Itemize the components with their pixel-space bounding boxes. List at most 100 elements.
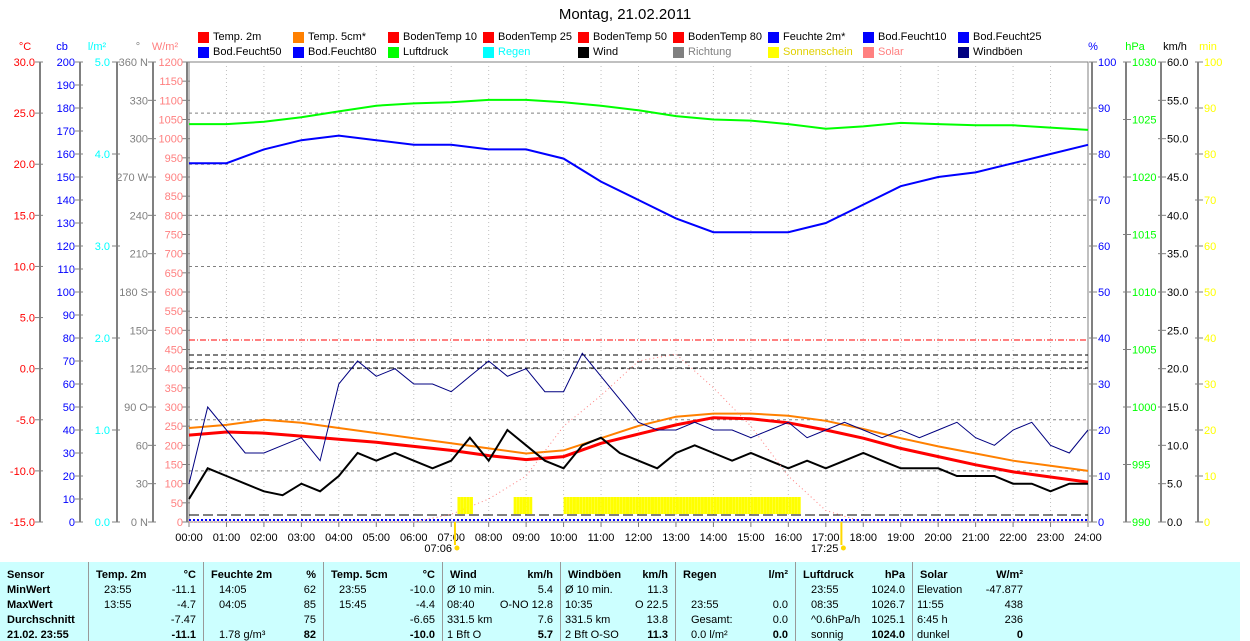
- x-tick-label: 07:00: [437, 532, 465, 544]
- axis-tick-label: 120: [57, 241, 75, 253]
- legend-label: Bod.Feucht50: [213, 46, 282, 58]
- axis-unit-2: l/m²: [88, 41, 107, 53]
- legend-item: Temp. 2m: [198, 31, 261, 43]
- axis-tick-label: 30: [63, 448, 75, 460]
- legend-label: Windböen: [973, 46, 1023, 58]
- x-tick-label: 20:00: [924, 532, 952, 544]
- sunshine-bar: [657, 497, 661, 514]
- axis-tick-label: 130: [57, 218, 75, 230]
- sunshine-bar: [572, 497, 576, 514]
- cell-label: 331.5 km: [447, 614, 493, 626]
- legend-item: Bod.Feucht25: [958, 31, 1042, 43]
- sunshine-bar: [660, 497, 664, 514]
- x-tick-label: 02:00: [250, 532, 278, 544]
- sunshine-bar: [604, 497, 608, 514]
- table-column: Feuchte 2m% 14:05 62 04:05 85 75 1.78 g/m³ 82: [203, 562, 324, 641]
- sunshine-bar: [626, 497, 630, 514]
- x-tick-label: 24:00: [1074, 532, 1102, 544]
- sunshine-bar: [588, 497, 592, 514]
- x-tick-label: 18:00: [849, 532, 877, 544]
- sunshine-bar: [682, 497, 686, 514]
- axis-tick-label: 990: [1132, 517, 1150, 529]
- axis-tick-label: 90: [1204, 103, 1216, 115]
- legend-swatch: [958, 31, 969, 43]
- axis-unit-r0: %: [1088, 41, 1098, 53]
- legend-swatch: [198, 46, 209, 58]
- legend-label: BodenTemp 50: [593, 31, 667, 43]
- x-tick-label: 22:00: [999, 532, 1027, 544]
- sunshine-bar: [710, 497, 714, 514]
- sunshine-bar: [663, 497, 667, 514]
- axis-tick-label: 100: [1098, 57, 1116, 69]
- sunshine-bar: [750, 497, 754, 514]
- sunshine-bar: [725, 497, 729, 514]
- sunshine-bar: [735, 497, 739, 514]
- x-tick-label: 09:00: [512, 532, 540, 544]
- cell-value: 5.4: [537, 584, 553, 596]
- legend-item: Luftdruck: [388, 46, 448, 58]
- sunshine-bar: [460, 497, 464, 514]
- legend-swatch: [388, 31, 399, 43]
- legend-label: Temp. 5cm*: [308, 31, 367, 43]
- legend-label: Solar: [878, 46, 904, 58]
- axis-tick-label: 300: [130, 134, 148, 146]
- axis-tick-label: 850: [165, 191, 183, 203]
- axis-tick-label: 30.0: [14, 57, 35, 69]
- axis-tick-label: 1050: [159, 115, 183, 127]
- cell-value: 7.6: [537, 614, 553, 626]
- sunshine-bar: [669, 497, 673, 514]
- axis-tick-label: 1030: [1132, 57, 1156, 69]
- legend-item: BodenTemp 50: [578, 31, 667, 43]
- axis-tick-label: 1020: [1132, 172, 1156, 184]
- sunshine-bar: [766, 497, 770, 514]
- axis-tick-label: 250: [165, 421, 183, 433]
- sunshine-bar: [697, 497, 701, 514]
- sunshine-bar: [644, 497, 648, 514]
- column-unit: °C: [422, 569, 435, 581]
- axis-tick-label: 150: [130, 325, 148, 337]
- sunshine-bar: [457, 497, 461, 514]
- cell-label: 6:45 h: [917, 614, 948, 626]
- axis-tick-label: 2.0: [95, 333, 110, 345]
- axis-tick-label: 1.0: [95, 425, 110, 437]
- axis-tick-label: 450: [165, 345, 183, 357]
- axis-tick-label: 30: [1098, 379, 1110, 391]
- cell-value: 1026.7: [871, 599, 905, 611]
- axis-tick-label: 5.0: [1167, 479, 1182, 491]
- axis-tick-label: 70: [1204, 195, 1216, 207]
- cell-label: 1 Bft O: [447, 629, 482, 641]
- axis-tick-label: 60.0: [1167, 57, 1188, 69]
- cell-value: 1024.0: [871, 584, 905, 596]
- legend-swatch: [768, 31, 779, 43]
- axis-tick-label: 50: [1204, 287, 1216, 299]
- column-header: Sensor: [7, 569, 45, 581]
- cell-value: 438: [1004, 599, 1023, 611]
- cell-label: 15:45: [339, 599, 367, 611]
- cell-label: 331.5 km: [565, 614, 611, 626]
- axis-tick-label: -10.0: [10, 466, 35, 478]
- legend-label: Feuchte 2m*: [783, 31, 846, 43]
- cell-value: 1024.0: [871, 629, 905, 641]
- x-tick-label: 00:00: [175, 532, 203, 544]
- cell-value: 62: [303, 584, 316, 596]
- sunshine-bar: [729, 497, 733, 514]
- sunshine-bar: [635, 497, 639, 514]
- legend-swatch: [958, 46, 969, 58]
- axis-tick-label: 0: [1098, 517, 1104, 529]
- cell-value: -10.0: [409, 629, 435, 641]
- x-tick-label: 19:00: [887, 532, 915, 544]
- sunshine-bar: [769, 497, 773, 514]
- sunshine-bar: [791, 497, 795, 514]
- weather-chart: °C 30.0 25.0 20.0 15.0 10.0 5.0 0.0 -5.0 -10.0 -15…: [10, 41, 1222, 555]
- axis-tick-label: -15.0: [10, 517, 35, 529]
- cell-label: 2 Bft O-SO: [565, 629, 619, 641]
- sunshine-bar: [591, 497, 595, 514]
- cell-value: -11.1: [171, 629, 196, 641]
- x-tick-label: 15:00: [737, 532, 765, 544]
- axis-unit-r1: hPa: [1125, 41, 1145, 53]
- axis-tick-label: 995: [1132, 460, 1150, 472]
- table-column: Temp. 2m °C 23:55 -11.1 13:55 -4.7 -7.47 -11.1: [88, 562, 204, 641]
- legend-item: Feuchte 2m*: [768, 31, 845, 43]
- axis-tick-label: 300: [165, 402, 183, 414]
- sunshine-bar: [585, 497, 589, 514]
